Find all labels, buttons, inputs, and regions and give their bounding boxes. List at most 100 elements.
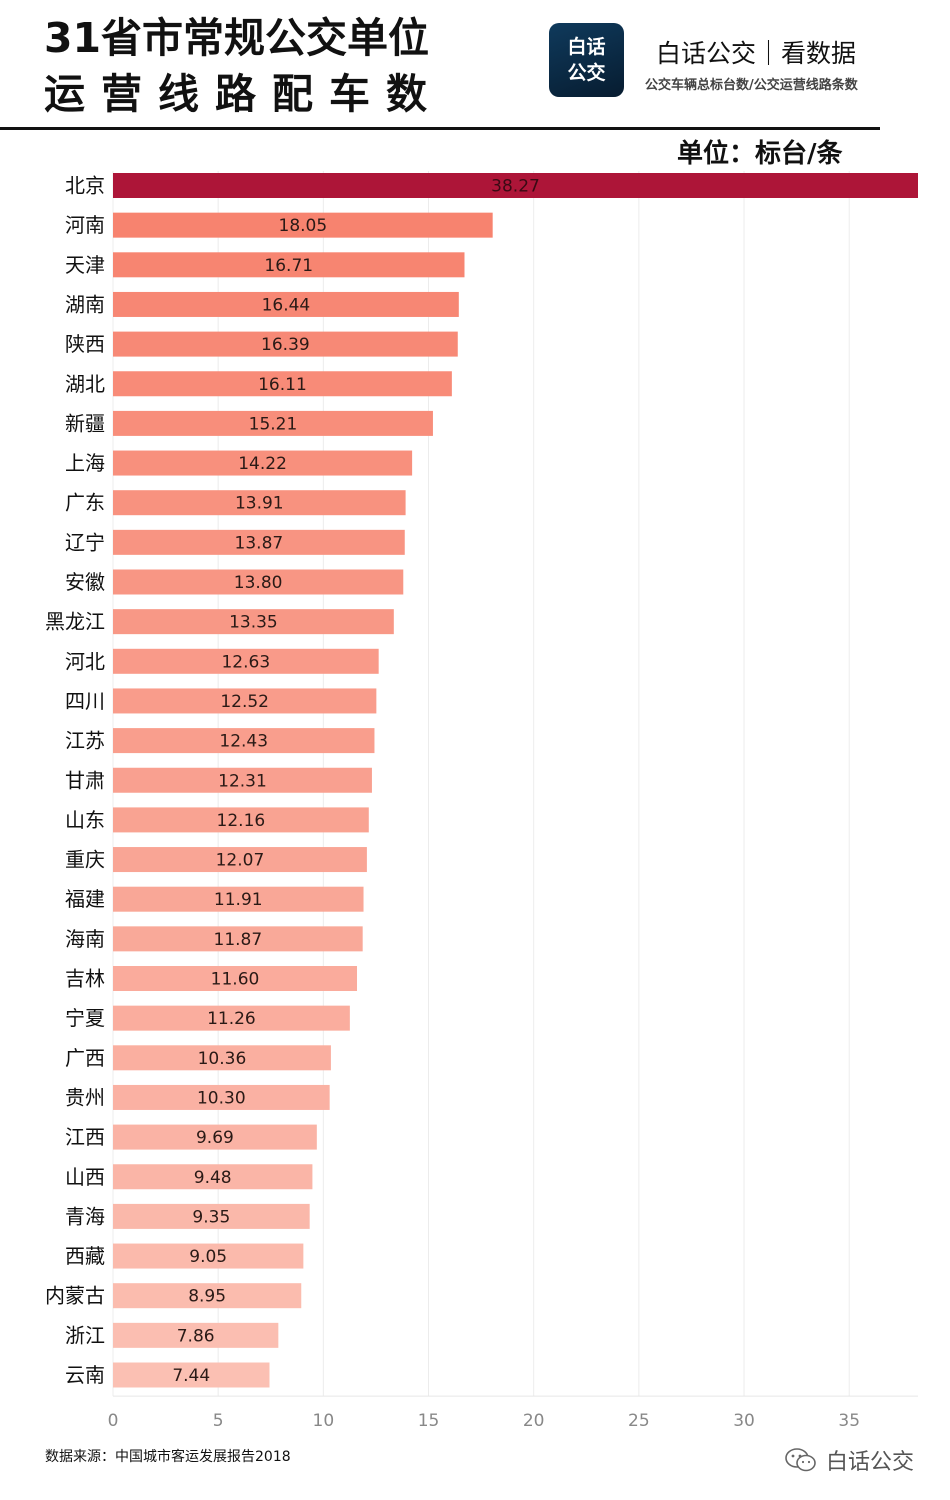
bar-29 [113,1322,279,1348]
value-label: 12.43 [219,732,268,752]
category-label: 宁夏 [65,1006,105,1030]
value-label: 9.69 [196,1128,234,1148]
value-label: 7.86 [177,1326,215,1346]
bar-5 [113,371,452,397]
x-tick-label: 20 [523,1411,545,1430]
value-label: 10.30 [197,1088,246,1108]
x-tick-label: 5 [213,1411,224,1430]
header-divider [0,127,880,130]
bar-12 [113,648,379,674]
category-label: 贵州 [65,1085,105,1109]
category-label: 辽宁 [65,530,105,554]
category-label: 海南 [65,927,105,951]
category-label: 甘肃 [65,768,105,792]
value-label: 38.27 [491,177,540,197]
x-tick-label: 10 [313,1411,335,1430]
category-label: 天津 [65,253,105,277]
value-label: 13.87 [235,533,284,553]
bar-8 [113,490,406,516]
bar-27 [113,1243,304,1269]
value-label: 12.16 [217,811,266,831]
value-label: 12.52 [220,692,269,712]
bar-6 [113,410,433,436]
bar-30 [113,1362,270,1388]
category-label: 江苏 [65,729,105,753]
value-label: 16.11 [258,375,307,395]
category-label: 山东 [65,808,105,832]
value-label: 11.87 [214,930,263,950]
value-label: 16.71 [264,256,313,276]
category-label: 上海 [65,451,105,475]
bar-7 [113,450,413,476]
value-label: 13.91 [235,494,284,514]
bar-18 [113,886,364,912]
bar-21 [113,1005,350,1031]
data-source: 数据来源：中国城市客运发展报告2018 [45,1449,291,1465]
bar-28 [113,1283,302,1309]
bar-14 [113,728,375,754]
value-label: 11.91 [214,890,263,910]
x-tick-label: 30 [733,1411,755,1430]
category-label: 湖北 [65,372,105,396]
category-label: 青海 [65,1204,105,1228]
x-tick-label: 15 [418,1411,440,1430]
wechat-icon [785,1448,816,1472]
category-label: 福建 [65,887,105,911]
bar-9 [113,529,405,555]
bar-11 [113,609,394,635]
title-line-1: 31省市常规公交单位 [44,14,430,62]
bar-23 [113,1084,330,1110]
value-label: 13.80 [234,573,283,593]
category-label: 山西 [65,1165,105,1189]
bar-2 [113,252,465,278]
x-tick-label: 35 [838,1411,860,1430]
footer-brand: 白话公交 [784,1444,914,1476]
category-label: 内蒙古 [45,1284,105,1308]
value-label: 12.07 [216,851,265,871]
category-label: 陕西 [65,332,105,356]
bar-19 [113,926,363,952]
bar-24 [113,1124,317,1150]
value-label: 9.48 [194,1168,232,1188]
category-label: 吉林 [65,967,105,991]
value-label: 15.21 [249,414,298,434]
value-label: 16.39 [261,335,310,355]
category-label: 四川 [65,689,105,713]
brand-name: 白话公交｜看数据 [656,39,857,68]
category-label: 北京 [65,174,105,198]
bar-17 [113,847,367,873]
category-label: 湖南 [65,292,105,316]
category-label: 广东 [65,491,105,515]
unit-label: 单位：标台/条 [677,139,843,169]
brand-logo: 白话 公交 [549,23,624,97]
bar-4 [113,331,458,357]
bar-3 [113,291,459,317]
value-label: 8.95 [188,1287,226,1307]
value-label: 13.35 [229,613,278,633]
bar-10 [113,569,404,595]
value-label: 9.35 [192,1207,230,1227]
chart-title: 31省市常规公交单位 运营线路配车数 [44,10,504,122]
value-label: 11.26 [207,1009,256,1029]
logo-text-2: 公交 [567,62,606,84]
category-label: 云南 [65,1363,105,1387]
value-label: 9.05 [189,1247,227,1267]
bar-16 [113,807,369,833]
title-line-2: 运营线路配车数 [44,70,443,118]
category-label: 安徽 [65,570,105,594]
value-label: 12.31 [218,771,267,791]
category-label: 黑龙江 [45,610,105,634]
category-label: 新疆 [65,411,105,435]
brand-subtitle: 公交车辆总标台数/公交运营线路条数 [645,78,858,93]
bar-1 [113,212,493,238]
category-label: 重庆 [65,848,105,872]
logo-text-1: 白话 [567,36,606,58]
category-label: 江西 [65,1125,105,1149]
category-label: 河北 [65,649,105,673]
bar-22 [113,1045,331,1071]
value-label: 16.44 [262,295,311,315]
value-label: 12.63 [221,652,270,672]
bar-0 [113,173,918,198]
value-label: 7.44 [172,1366,210,1386]
category-label: 西藏 [65,1244,105,1268]
